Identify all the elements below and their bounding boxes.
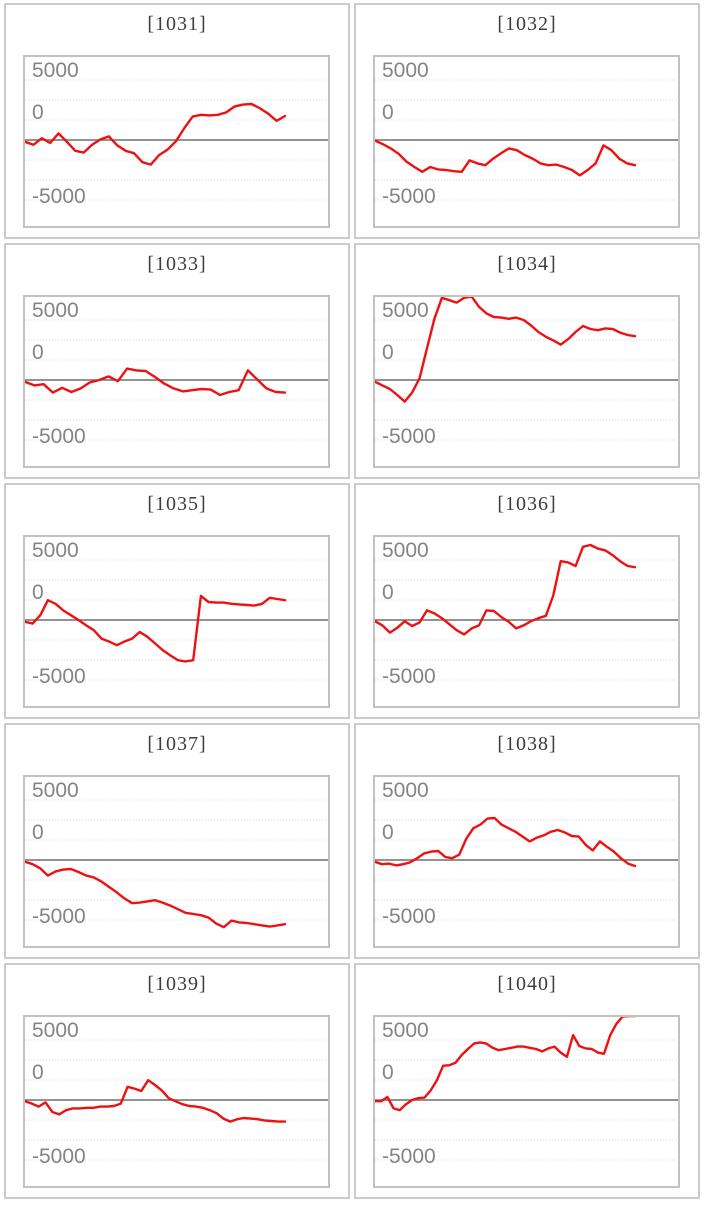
chart-cell[interactable]: [1038] 5000 0 -5000 xyxy=(354,723,700,959)
plot-area: 5000 0 -5000 xyxy=(23,55,330,228)
plot-area: 5000 0 -5000 xyxy=(23,775,330,948)
data-series-line xyxy=(25,860,287,929)
chart-cell[interactable]: [1036] 5000 0 -5000 xyxy=(354,483,700,719)
chart-title: [1039] xyxy=(147,973,207,995)
data-series-line xyxy=(375,297,637,403)
chart-title: [1036] xyxy=(497,493,557,515)
plot-area: 5000 0 -5000 xyxy=(23,1015,330,1188)
data-series-line xyxy=(25,1079,287,1123)
chart-cell[interactable]: [1033] 5000 0 -5000 xyxy=(4,243,350,479)
chart-title: [1034] xyxy=(497,253,557,275)
plot-area: 5000 0 -5000 xyxy=(23,295,330,468)
data-series-line xyxy=(25,594,287,663)
chart-cell[interactable]: [1040] 5000 0 -5000 xyxy=(354,963,700,1199)
plot-area: 5000 0 -5000 xyxy=(373,775,680,948)
chart-cell[interactable]: [1034] 5000 0 -5000 xyxy=(354,243,700,479)
plot-area: 5000 0 -5000 xyxy=(373,535,680,708)
chart-title: [1033] xyxy=(147,253,207,275)
chart-title: [1031] xyxy=(147,13,207,35)
chart-canvas xyxy=(375,543,678,681)
data-series-line xyxy=(375,816,637,868)
chart-canvas xyxy=(25,799,328,929)
chart-canvas xyxy=(375,79,678,201)
chart-title: [1032] xyxy=(497,13,557,35)
chart-cell[interactable]: [1031] 5000 0 -5000 xyxy=(4,3,350,239)
plot-area: 5000 0 -5000 xyxy=(373,55,680,228)
chart-cell[interactable]: [1039] 5000 0 -5000 xyxy=(4,963,350,1199)
data-series-line xyxy=(375,543,637,636)
data-series-line xyxy=(25,102,287,166)
chart-cell[interactable]: [1032] 5000 0 -5000 xyxy=(354,3,700,239)
chart-title: [1038] xyxy=(497,733,557,755)
plot-area: 5000 0 -5000 xyxy=(23,535,330,708)
data-series-line xyxy=(25,367,287,397)
chart-cell[interactable]: [1035] 5000 0 -5000 xyxy=(4,483,350,719)
chart-canvas xyxy=(25,1039,328,1161)
chart-title: [1037] xyxy=(147,733,207,755)
plot-area: 5000 0 -5000 xyxy=(373,1015,680,1188)
plot-area: 5000 0 -5000 xyxy=(373,295,680,468)
chart-cell[interactable]: [1037] 5000 0 -5000 xyxy=(4,723,350,959)
chart-canvas xyxy=(375,1017,678,1161)
data-series-line xyxy=(375,1017,636,1112)
chart-title: [1035] xyxy=(147,493,207,515)
data-series-line xyxy=(375,139,637,177)
chart-canvas xyxy=(375,297,678,441)
chart-title: [1040] xyxy=(497,973,557,995)
chart-canvas xyxy=(25,79,328,201)
chart-canvas xyxy=(25,559,328,681)
chart-canvas xyxy=(375,799,678,921)
chart-canvas xyxy=(25,319,328,441)
